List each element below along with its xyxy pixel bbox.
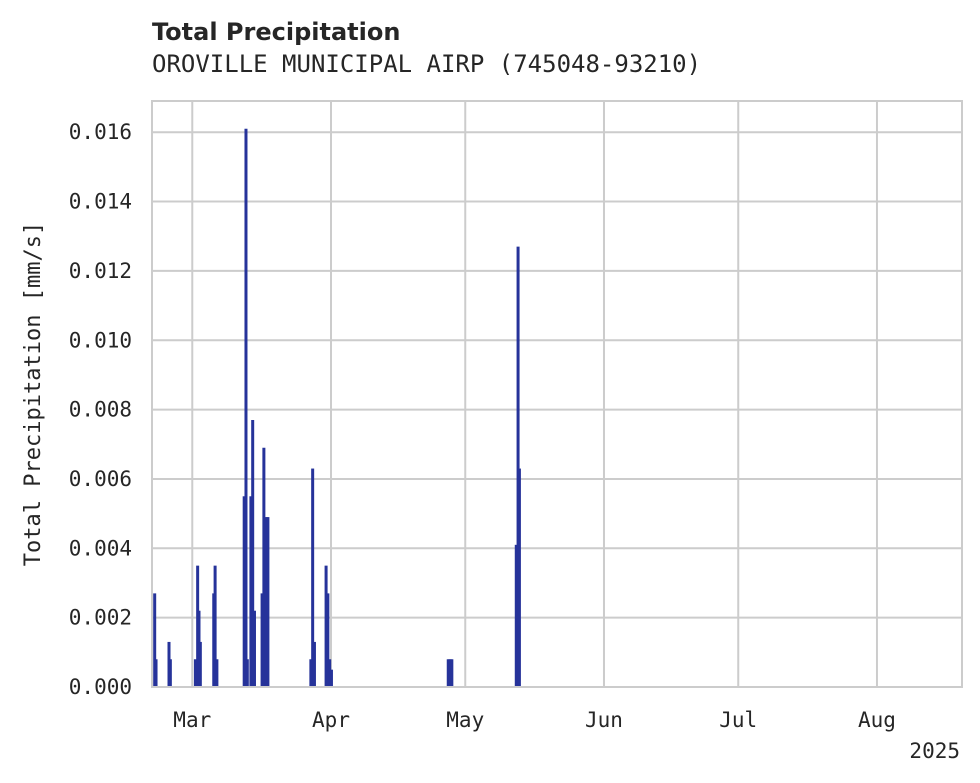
precip-bar	[516, 246, 520, 688]
precip-bar	[266, 517, 270, 687]
y-tick-label: 0.000	[69, 675, 132, 699]
precip-bar	[514, 544, 518, 687]
precip-bar	[260, 593, 264, 687]
grid-lines	[152, 101, 962, 688]
precip-bar	[193, 659, 197, 687]
chart-subtitle: OROVILLE MUNICIPAL AIRP (745048-93210)	[152, 50, 702, 78]
x-tick-label: Mar	[173, 708, 211, 732]
x-tick-labels: Mar Apr May Jun Jul Aug	[173, 708, 896, 732]
precip-bar	[517, 468, 521, 687]
x-tick-label: May	[446, 708, 484, 732]
precip-bar	[309, 659, 313, 687]
x-year-label: 2025	[909, 739, 960, 763]
x-tick-label: Aug	[858, 708, 896, 732]
plot-frame	[151, 100, 963, 688]
y-tick-label: 0.004	[69, 536, 132, 560]
precip-bar	[446, 659, 450, 687]
precip-bar	[168, 659, 172, 687]
precip-bar	[448, 659, 452, 687]
y-tick-labels: 0.000 0.002 0.004 0.006 0.008 0.010 0.012 0.014…	[69, 120, 132, 699]
y-tick-label: 0.014	[69, 190, 132, 214]
y-tick-label: 0.008	[69, 398, 132, 422]
y-tick-label: 0.006	[69, 467, 132, 491]
precip-bar	[324, 565, 328, 687]
precip-bar	[213, 565, 217, 687]
x-tick-label: Jul	[719, 708, 757, 732]
precip-bar	[329, 669, 333, 687]
precip-bar	[328, 659, 332, 687]
precip-bar	[215, 659, 219, 687]
precip-bar	[450, 659, 454, 687]
precip-bar	[326, 593, 330, 687]
precip-bar	[249, 496, 253, 687]
y-tick-label: 0.012	[69, 259, 132, 283]
precip-bar	[153, 593, 157, 687]
precip-bar	[264, 517, 268, 687]
precip-bar	[311, 468, 315, 687]
y-tick-label: 0.002	[69, 606, 132, 630]
precip-bar	[154, 659, 158, 687]
y-tick-label: 0.016	[69, 120, 132, 144]
precip-bar	[245, 659, 249, 687]
title-block: Total Precipitation OROVILLE MUNICIPAL A…	[152, 16, 701, 80]
chart-title: Total Precipitation	[152, 18, 401, 46]
precip-bar	[312, 641, 316, 687]
precip-bar	[252, 610, 256, 687]
x-tick-label: Jun	[585, 708, 623, 732]
precip-bar	[262, 447, 266, 687]
x-tick-label: Apr	[312, 708, 350, 732]
y-axis-label: Total Precipitation [mm/s]	[21, 222, 46, 566]
precip-bar	[242, 496, 246, 687]
precip-bar	[244, 128, 248, 688]
y-tick-label: 0.010	[69, 328, 132, 352]
precip-bar	[251, 420, 255, 687]
bars-group	[153, 128, 521, 688]
precip-bar	[198, 641, 202, 687]
